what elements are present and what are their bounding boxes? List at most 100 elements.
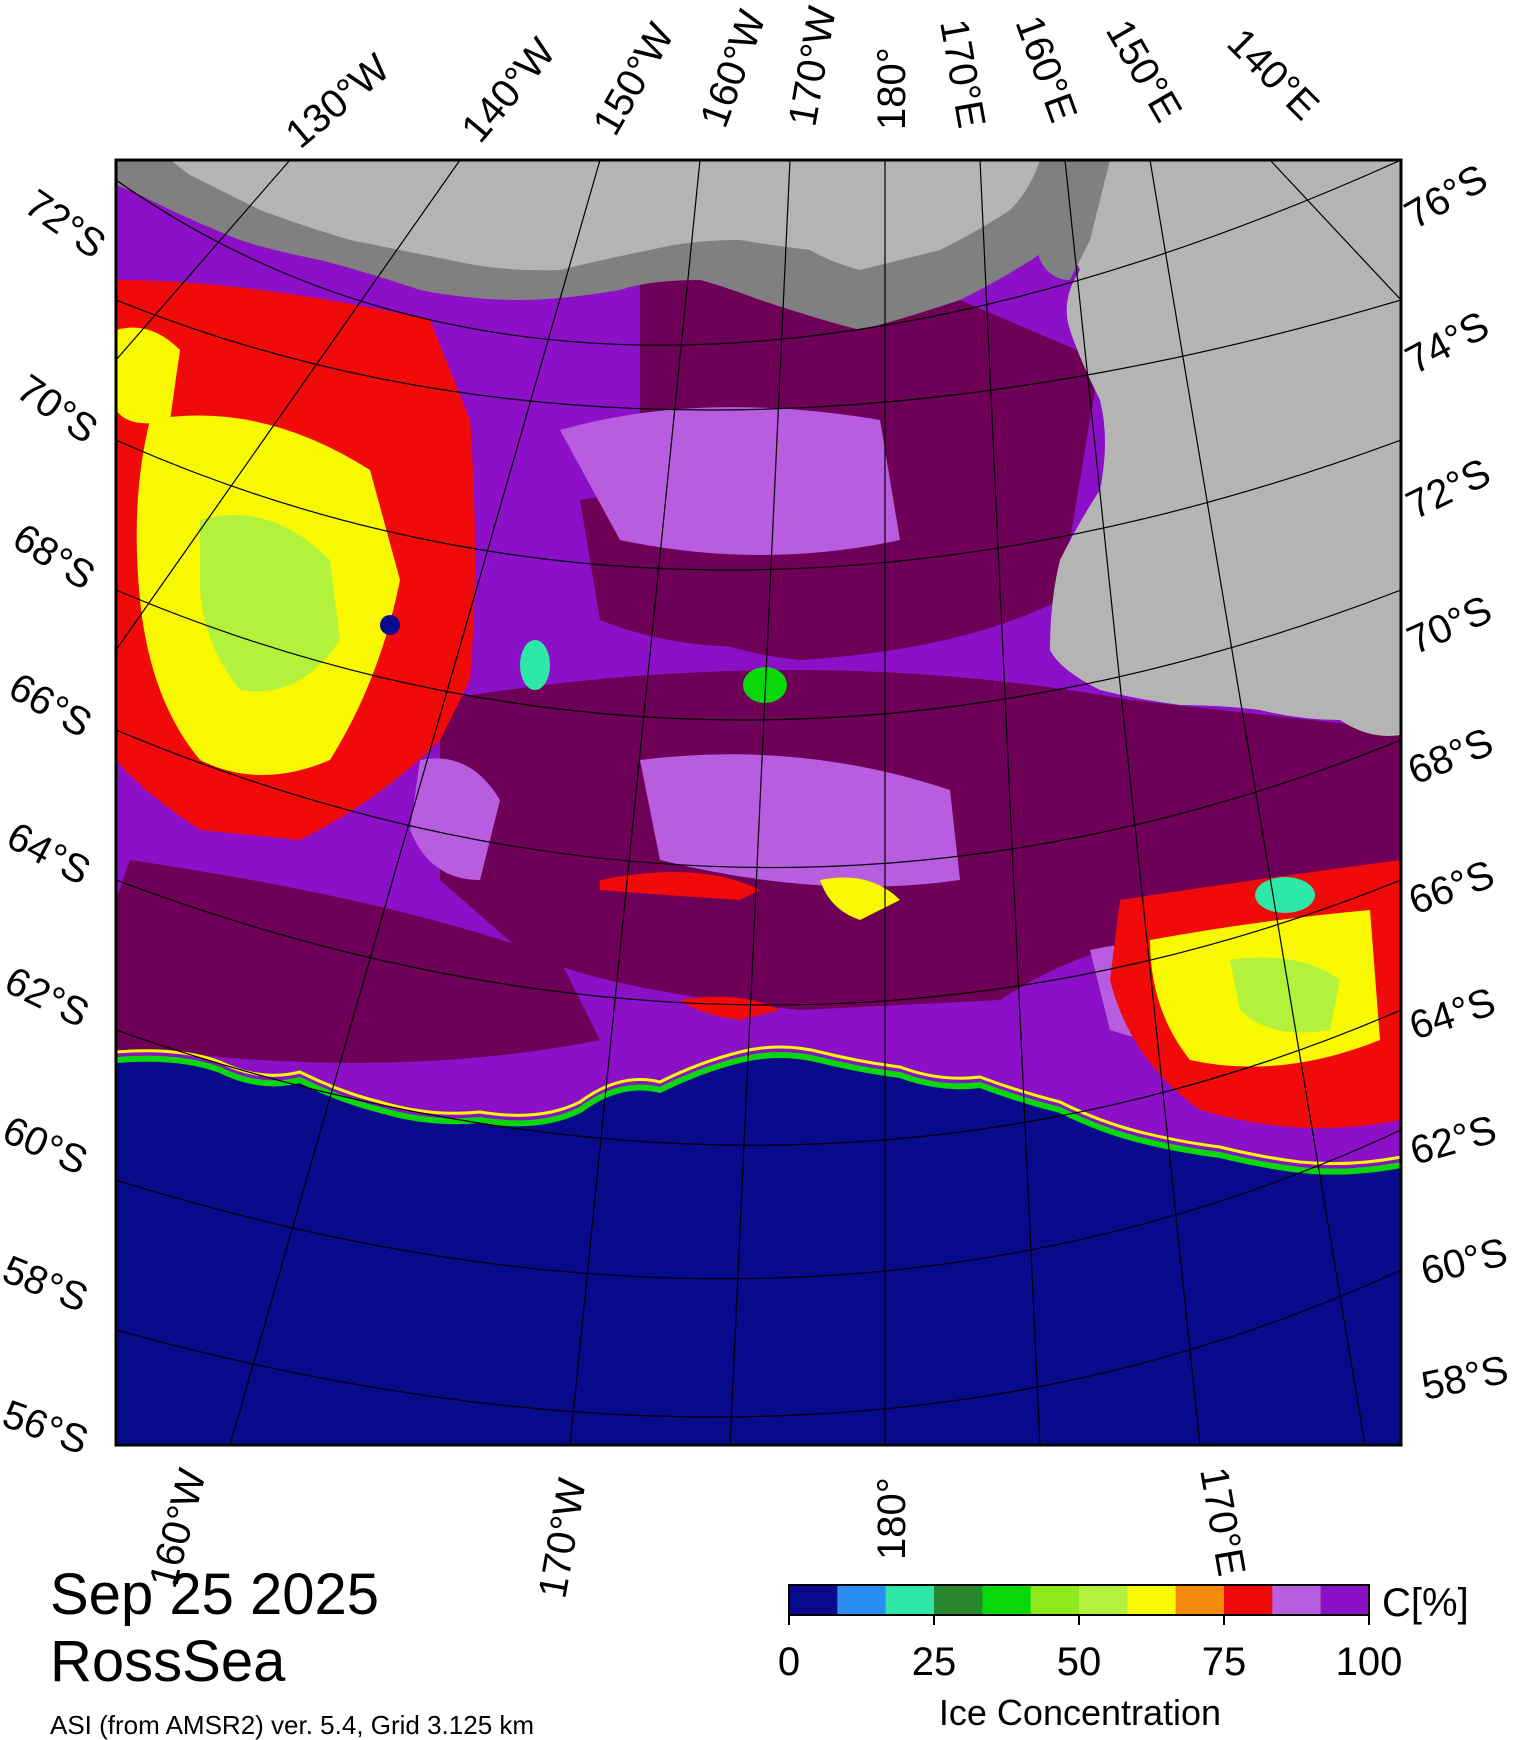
lon-label: 160°W [692,5,775,134]
lon-label: 180° [870,1477,914,1560]
colorbar-swatch [934,1585,983,1615]
longitude-line [1064,160,1201,1445]
lon-label: 180° [870,47,914,130]
longitude-line [1149,160,1366,1445]
colorbar-tick: 50 [1057,1640,1102,1684]
colorbar-title: Ice Concentration [939,1692,1221,1733]
longitude-line [569,160,701,1445]
colorbar-swatch [1079,1585,1128,1615]
land [170,160,1040,271]
map-region: RossSea [50,1629,286,1694]
low-ice-region-east [1230,957,1340,1033]
lat-label: 74°S [1399,303,1497,383]
top-lon-labels: 130°W 140°W 150°W 160°W 170°W 180° 170°E… [278,3,1328,157]
lat-label: 60°S [0,1108,94,1184]
colorbar-swatch [789,1585,838,1615]
map-date: Sep 25 2025 [50,1562,379,1627]
latitude-line [116,299,1401,411]
lat-label: 56°S [0,1392,94,1463]
low-ice-region-west [116,327,180,424]
ice-edge [116,1045,1401,1166]
map-area [116,160,1401,1445]
lon-label: 170°E [931,16,993,131]
longitude-line [1269,160,1401,301]
longitude-line [729,160,791,1445]
lat-label: 68°S [1402,720,1499,793]
colorbar-swatch [1272,1585,1322,1615]
lat-label: 72°S [1400,450,1498,528]
colorbar-swatch [1030,1585,1080,1615]
lat-label: 58°S [1418,1348,1512,1409]
colorbar-ticks: 0 25 50 75 100 [778,1640,1403,1684]
right-lat-labels: 76°S 74°S 72°S 70°S 68°S 66°S 64°S 62°S … [1398,156,1513,1409]
colorbar-swatch [1127,1585,1177,1615]
colorbar-swatch [982,1585,1032,1615]
consolidated-ice-band [116,860,600,1063]
ice-streak [680,996,780,1020]
colorbar-swatch [1224,1585,1273,1615]
latitude-line [116,1269,1401,1418]
ice-streak [820,877,900,920]
lat-label: 60°S [1417,1230,1512,1294]
lon-label: 140°E [1219,20,1327,128]
graticule [116,160,1401,1445]
mid-ice-patch [560,407,900,555]
lat-label: 70°S [9,366,106,452]
lon-label: 140°W [453,30,564,151]
ice-streak [600,872,760,900]
lat-label: 62°S [1405,1107,1501,1173]
colorbar-tick: 25 [912,1640,957,1684]
low-ice-region-west [200,515,340,692]
lon-label: 160°E [1007,10,1086,128]
lat-label: 64°S [1404,980,1501,1049]
land [1040,160,1401,736]
latitude-line [116,589,1401,721]
left-lat-labels: 72°S 70°S 68°S 66°S 64°S 62°S 60°S 58°S … [0,181,113,1463]
longitude-line [116,160,291,361]
colorbar-tick: 100 [1336,1640,1403,1684]
polynya [520,640,550,690]
lat-label: 76°S [1398,156,1495,238]
longitude-line [979,160,1041,1445]
colorbar-swatch [1320,1585,1370,1615]
colorbar-swatch [885,1585,935,1615]
latitude-line [116,729,1401,869]
colorbar-swatch [1175,1585,1225,1615]
mid-ice-patch [640,754,960,887]
lat-label: 58°S [0,1248,94,1321]
latitude-line [116,160,1401,346]
latitude-line [116,1129,1401,1280]
lat-label: 66°S [1403,852,1500,923]
land-shelf [1035,160,1110,280]
lon-label: 170°W [531,1475,595,1602]
lon-label: 170°W [781,3,845,130]
latitude-line [116,1009,1401,1146]
colorbar-tick: 0 [778,1640,800,1684]
colorbar-unit: C[%] [1382,1581,1469,1625]
latitude-line [116,879,1401,1006]
lat-label: 64°S [0,814,97,894]
longitude-line [116,160,461,651]
colorbar-swatch [837,1585,887,1615]
polynya [1255,877,1315,913]
open-water [116,1055,1401,1445]
lat-label: 70°S [1401,588,1499,664]
product-info: ASI (from AMSR2) ver. 5.4, Grid 3.125 km [50,1710,535,1740]
ice-edge [116,1052,1401,1175]
lat-label: 62°S [0,959,96,1037]
mid-ice-patch [410,758,500,880]
longitude-line [229,160,601,1445]
lat-label: 68°S [5,515,102,599]
polynya [380,615,400,635]
lat-label: 66°S [2,665,99,747]
lat-label: 72°S [17,181,114,267]
lon-label: 150°E [1097,13,1190,130]
lon-label: 170°E [1191,1464,1253,1579]
lon-label: 150°W [585,16,683,143]
map-frame [114,158,1403,1447]
lon-label: 130°W [278,46,399,157]
colorbar-tick: 75 [1202,1640,1247,1684]
latitude-line [116,439,1401,571]
colorbar [788,1584,1370,1625]
